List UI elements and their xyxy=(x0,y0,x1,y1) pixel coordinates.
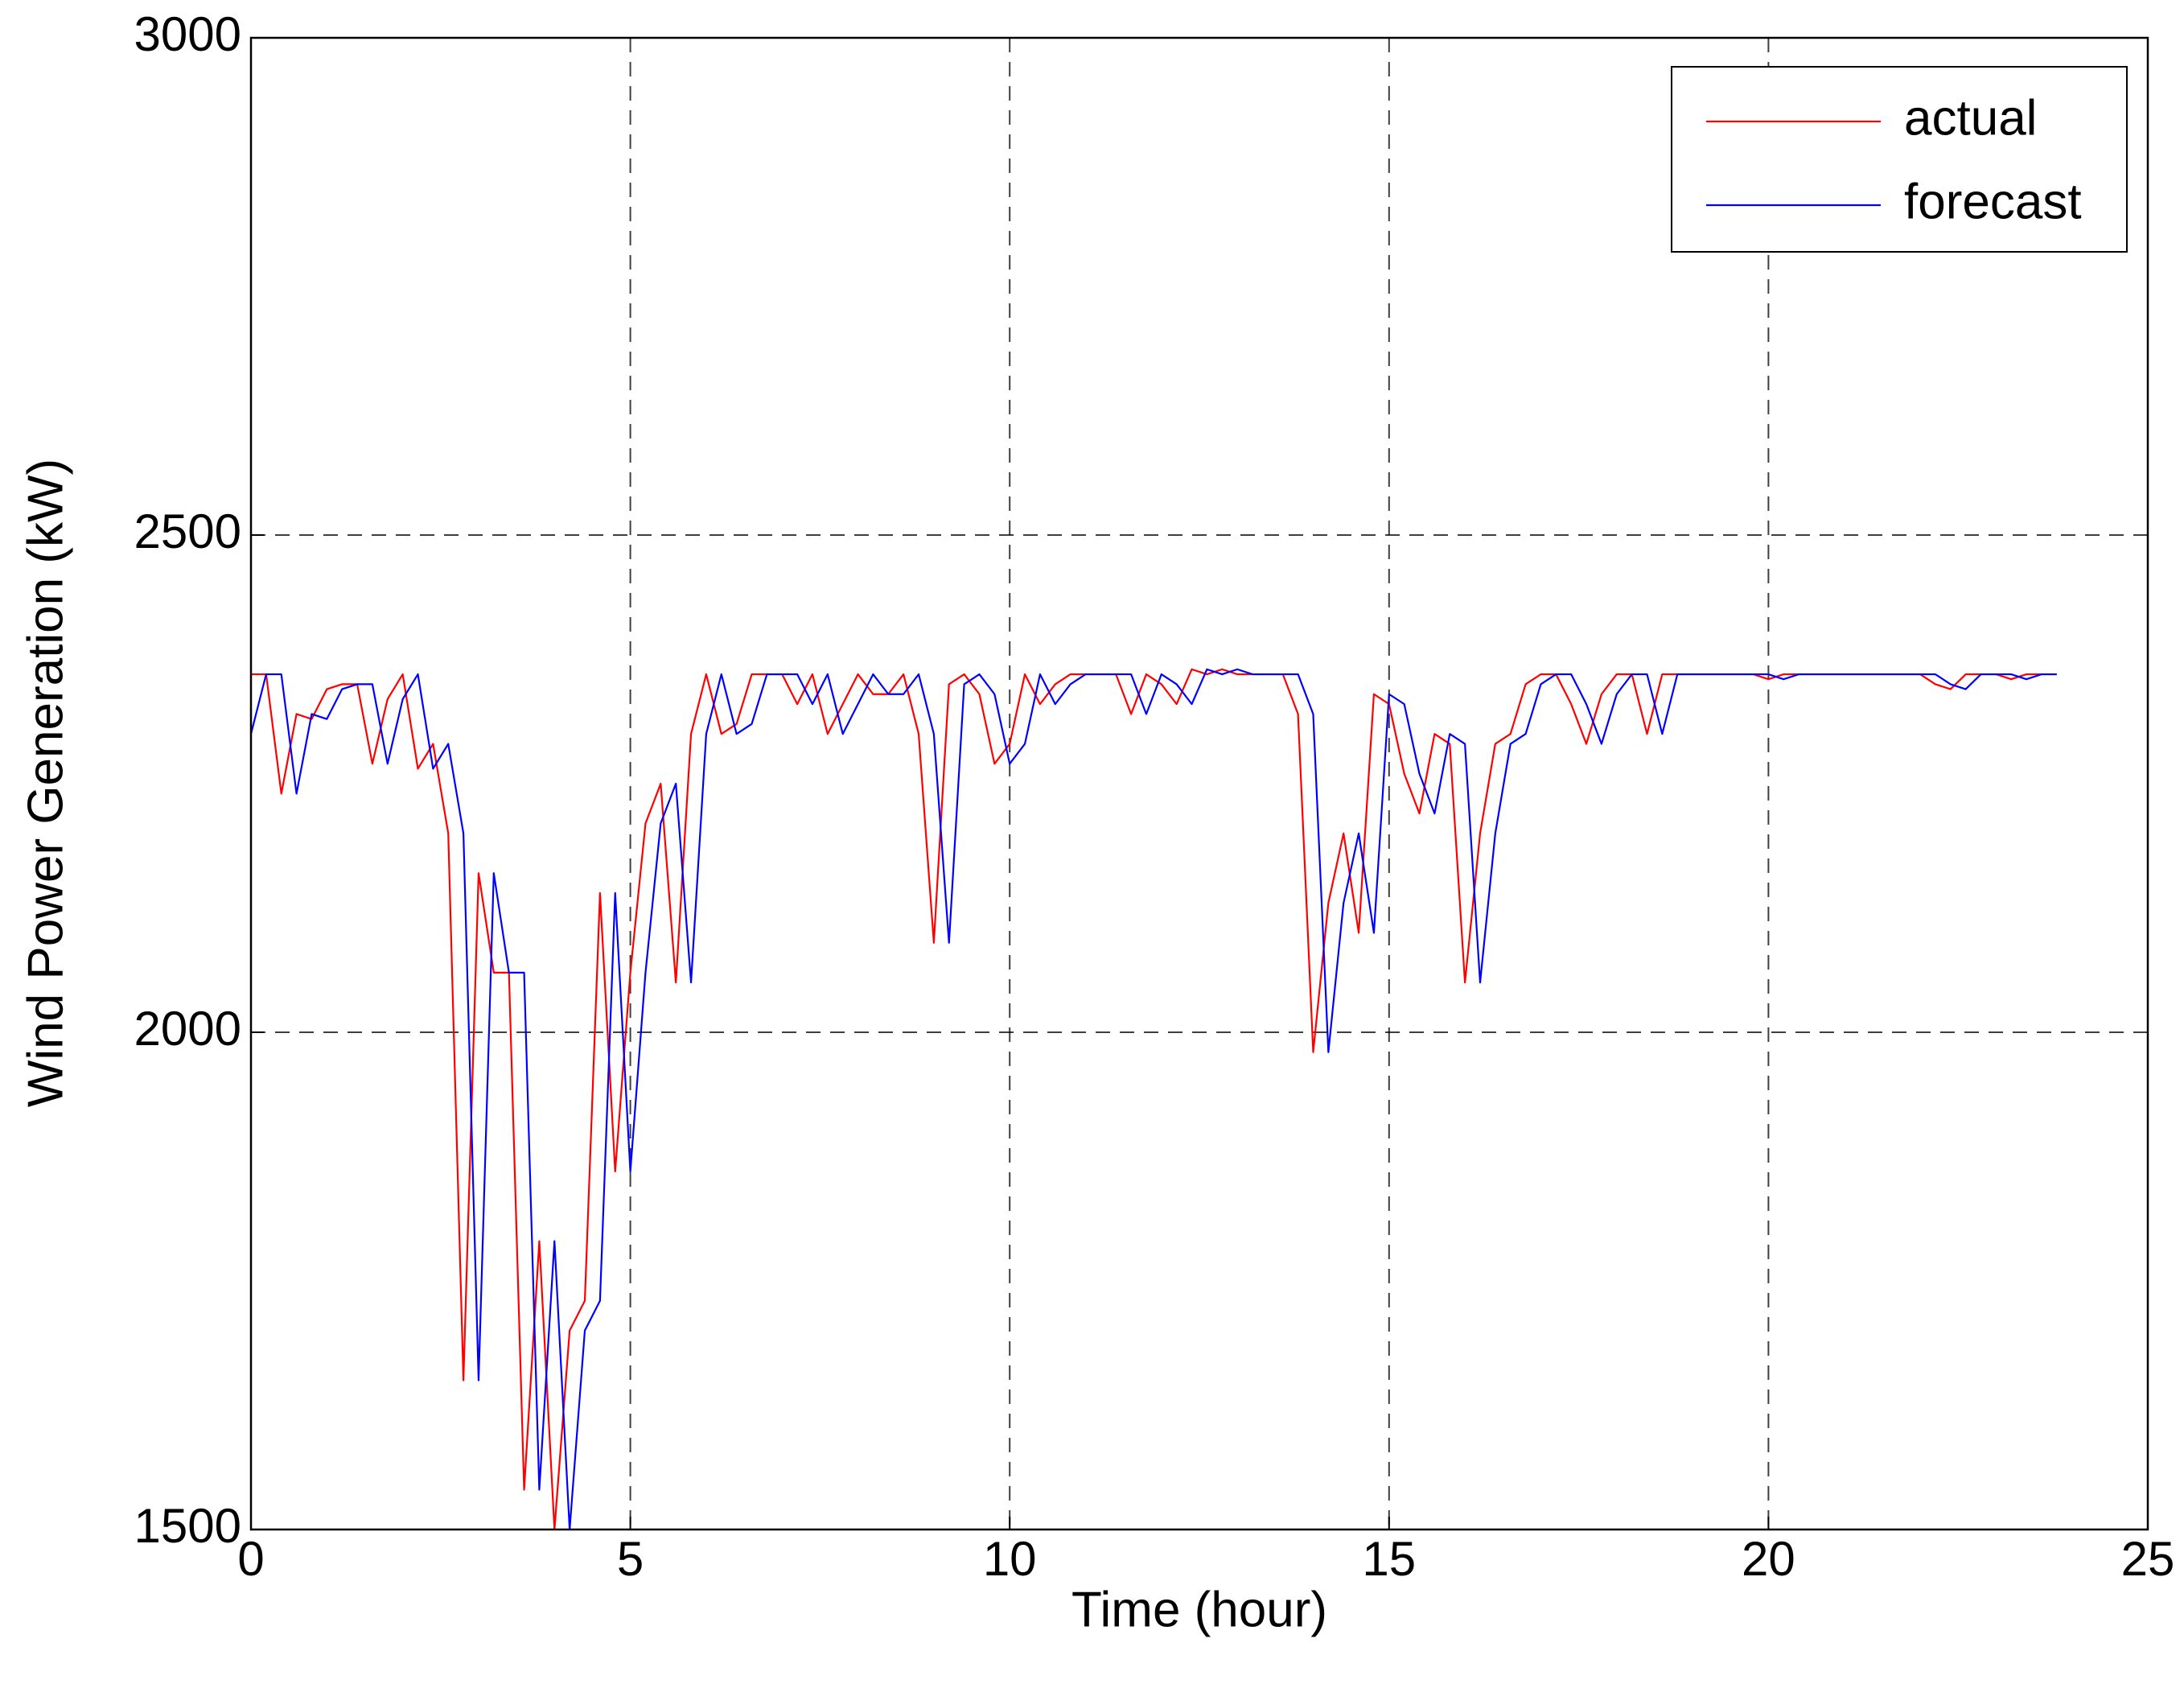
plot-frame xyxy=(249,36,2149,1531)
legend-label: forecast xyxy=(1904,174,2082,229)
y-axis-label: Wind Power Generation (kW) xyxy=(18,459,73,1107)
y-tick-label: 1500 xyxy=(134,1499,241,1553)
x-axis-label: Time (hour) xyxy=(1071,1582,1327,1637)
x-tick-label: 20 xyxy=(1742,1532,1795,1586)
x-tick-label: 5 xyxy=(617,1532,644,1586)
x-tick-label: 15 xyxy=(1362,1532,1416,1586)
data-line xyxy=(249,668,2057,1531)
y-tick-label: 3000 xyxy=(134,7,241,61)
x-tick-label: 25 xyxy=(2121,1532,2175,1586)
x-tick-label: 0 xyxy=(237,1532,264,1586)
x-tick-label: 10 xyxy=(983,1532,1037,1586)
data-line xyxy=(251,668,2057,1531)
y-tick-label: 2500 xyxy=(134,504,241,558)
y-tick-label: 2000 xyxy=(134,1002,241,1056)
legend-label: actual xyxy=(1904,90,2037,146)
legend-box xyxy=(1671,66,2128,253)
